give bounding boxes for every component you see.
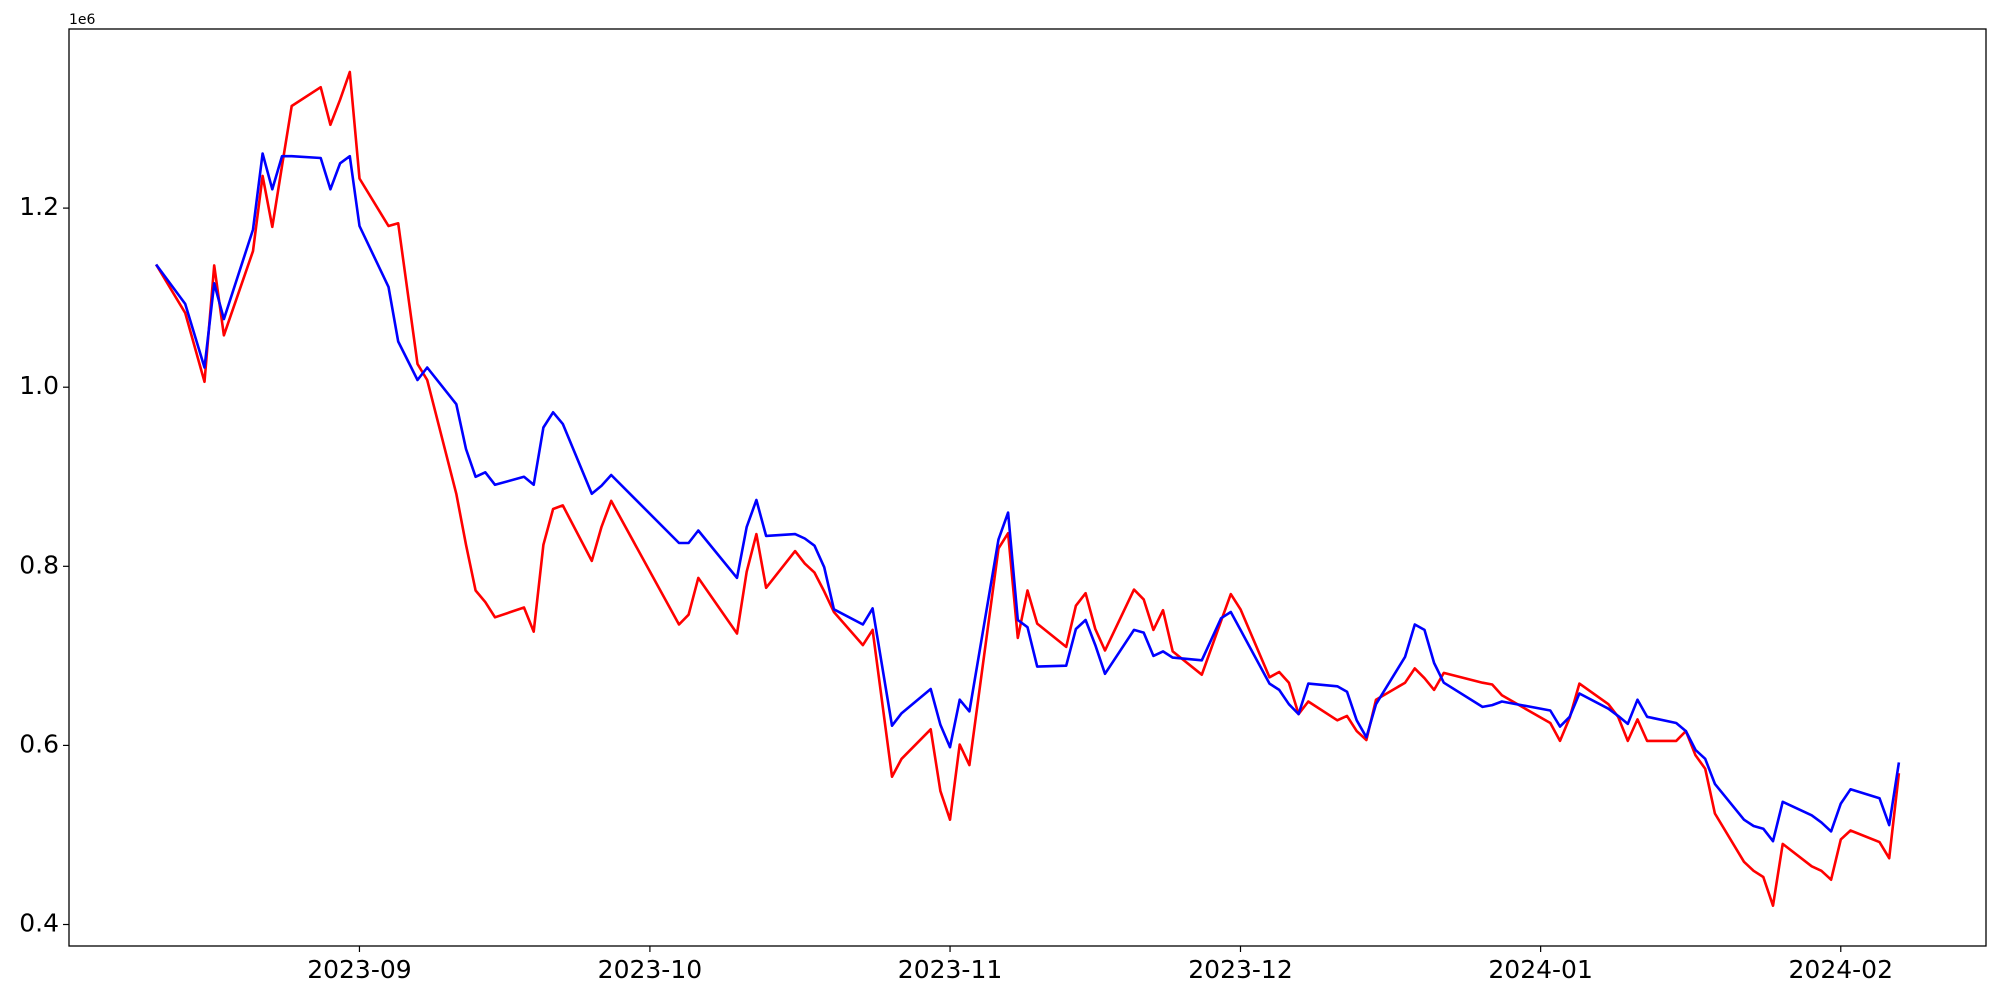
y-tick-label: 0.4 <box>19 909 59 938</box>
line-series <box>154 70 1901 907</box>
x-tick-label: 2023-11 <box>898 955 1002 984</box>
plot-frame <box>68 28 1987 947</box>
x-tick-label: 2023-09 <box>307 955 411 984</box>
y-offset-label: 1e6 <box>69 12 96 28</box>
y-tick-label: 1.2 <box>19 192 59 221</box>
x-tick-label: 2023-10 <box>598 955 702 984</box>
y-tick-label: 0.8 <box>19 550 59 579</box>
x-tick-label: 2024-01 <box>1488 955 1592 984</box>
x-tick-label: 2024-02 <box>1789 955 1893 984</box>
y-tick-label: 1.0 <box>19 371 59 400</box>
y-tick-label: 0.6 <box>19 729 59 758</box>
line-series <box>155 152 1901 843</box>
x-tick-label: 2023-12 <box>1188 955 1292 984</box>
